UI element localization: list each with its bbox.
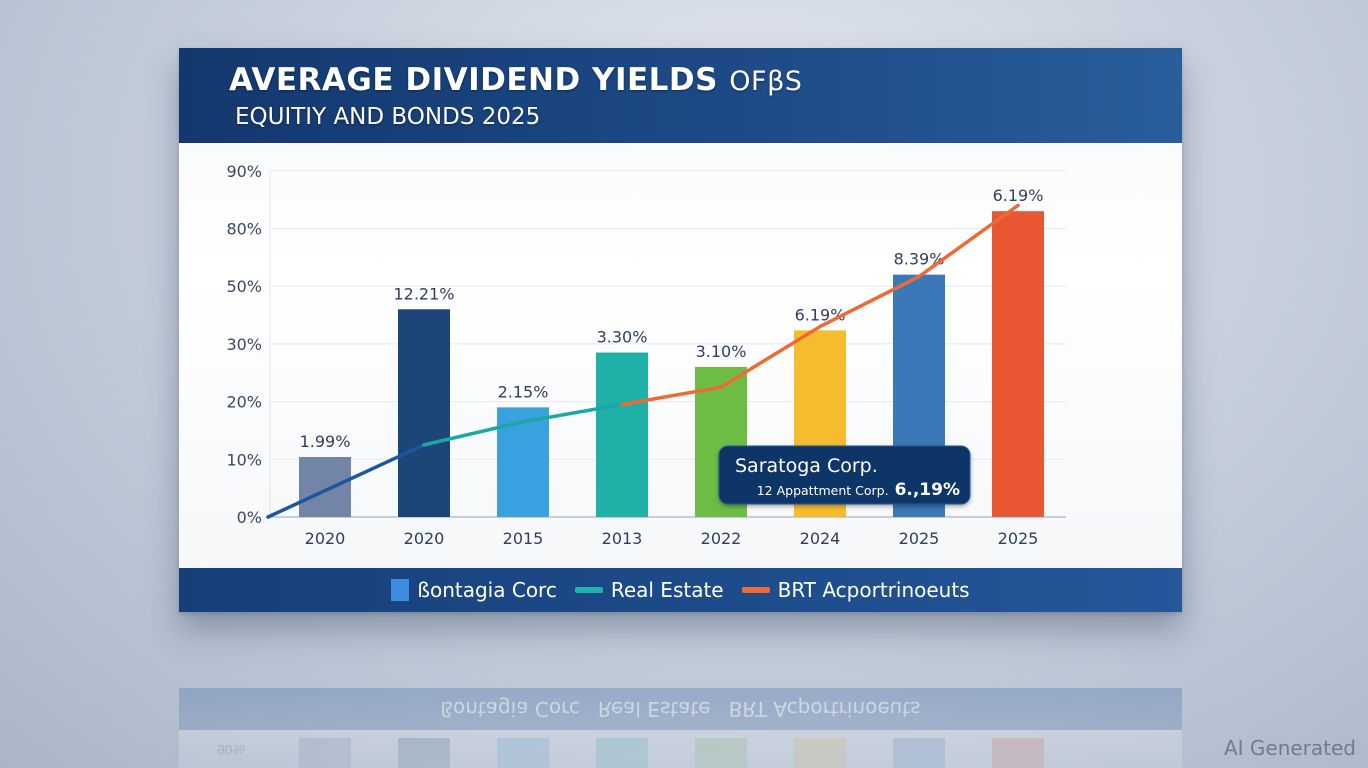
reflection-bar <box>398 738 450 768</box>
trend-segment <box>266 443 426 519</box>
data-label: 3.30% <box>597 328 648 347</box>
bar-8 <box>992 211 1044 517</box>
reflection-bar <box>893 738 945 768</box>
legend-item-saratoga: ßontagia Corc <box>391 578 557 602</box>
reflection-bar <box>695 738 747 768</box>
trend-segment <box>422 420 525 447</box>
ai-generated-watermark: AI Generated <box>1223 736 1356 760</box>
reflection-bars: 90% <box>179 730 1182 768</box>
legend-label: ßontagia Corc <box>417 578 557 602</box>
y-tick-label: 50% <box>226 277 262 296</box>
data-label: 8.39% <box>894 250 945 269</box>
trend-segment <box>917 203 1020 279</box>
chart-title: AVERAGE DIVIDEND YIELDS OFβS <box>229 62 802 98</box>
legend-label: Real Estate <box>610 578 724 602</box>
y-tick-label: 80% <box>226 220 262 239</box>
data-label: 1.99% <box>300 432 351 451</box>
x-tick-label: 2022 <box>701 529 742 548</box>
x-tick-label: 2013 <box>602 529 643 548</box>
bar-2 <box>398 309 450 517</box>
legend-swatch-line-icon <box>574 587 603 593</box>
bar-1 <box>299 456 351 517</box>
reflection-tick: 90% <box>217 742 246 758</box>
legend-label: BRT Acportrinoeuts <box>777 578 970 602</box>
chart-subtitle: EQUITIY AND BONDS 2025 <box>235 104 541 130</box>
bar-4 <box>596 352 648 517</box>
x-tick-label: 2020 <box>305 529 346 548</box>
title-main: AVERAGE DIVIDEND YIELDS <box>229 62 718 98</box>
trend-segment <box>620 385 723 407</box>
reflection-legend-label: Real Estate <box>597 697 711 721</box>
data-label: 3.10% <box>696 342 747 361</box>
x-tick-label: 2015 <box>503 529 544 548</box>
bar-3 <box>497 407 549 517</box>
reflection-bar <box>992 738 1044 768</box>
reflection-legend-label: ßontagia Corc <box>440 697 580 721</box>
trend-segment <box>719 324 822 389</box>
reflection-legend-label: BRT Acportrinoeuts <box>728 697 921 721</box>
reflection-legend: ßontagia Corc Real Estate BRT Acportrino… <box>179 688 1182 730</box>
legend-item-real-estate: Real Estate <box>574 578 724 602</box>
reflection-bar <box>299 738 351 768</box>
reflection: ßontagia Corc Real Estate BRT Acportrino… <box>179 688 1182 768</box>
y-tick-label: 30% <box>226 335 262 354</box>
reflection-bar <box>497 738 549 768</box>
data-label: 6.19% <box>795 305 846 324</box>
chart-header: AVERAGE DIVIDEND YIELDS OFβS EQUITIY AND… <box>179 48 1182 143</box>
y-tick-label: 10% <box>226 450 262 469</box>
title-suffix: OFβS <box>729 66 803 97</box>
legend-item-brt: BRT Acportrinoeuts <box>741 578 970 602</box>
tooltip-detail: 12 Appattment Corp. <box>756 483 889 498</box>
data-label: 2.15% <box>498 382 549 401</box>
tooltip-title: Saratoga Corp. <box>735 455 878 477</box>
y-tick-label: 90% <box>226 162 262 181</box>
data-label: 6.19% <box>993 186 1044 205</box>
tooltip <box>718 445 971 505</box>
reflection-bar <box>596 738 648 768</box>
trend-segment <box>521 402 624 424</box>
reflection-bar <box>794 738 846 768</box>
legend-swatch-line-icon <box>741 587 770 593</box>
x-tick-label: 2020 <box>404 529 445 548</box>
trend-segment <box>818 274 921 329</box>
x-tick-label: 2025 <box>998 529 1039 548</box>
data-label: 12.21% <box>393 284 454 303</box>
x-tick-label: 2025 <box>899 529 940 548</box>
legend: ßontagia Corc Real Estate BRT Acportrino… <box>179 568 1182 612</box>
y-tick-label: 20% <box>226 393 262 412</box>
tooltip-detail-row: 12 Appattment Corp. 6.,19% <box>720 480 960 500</box>
legend-swatch-square-icon <box>391 579 410 601</box>
y-tick-label: 0% <box>237 508 262 527</box>
x-tick-label: 2024 <box>800 529 841 548</box>
tooltip-value: 6.,19% <box>894 480 960 500</box>
